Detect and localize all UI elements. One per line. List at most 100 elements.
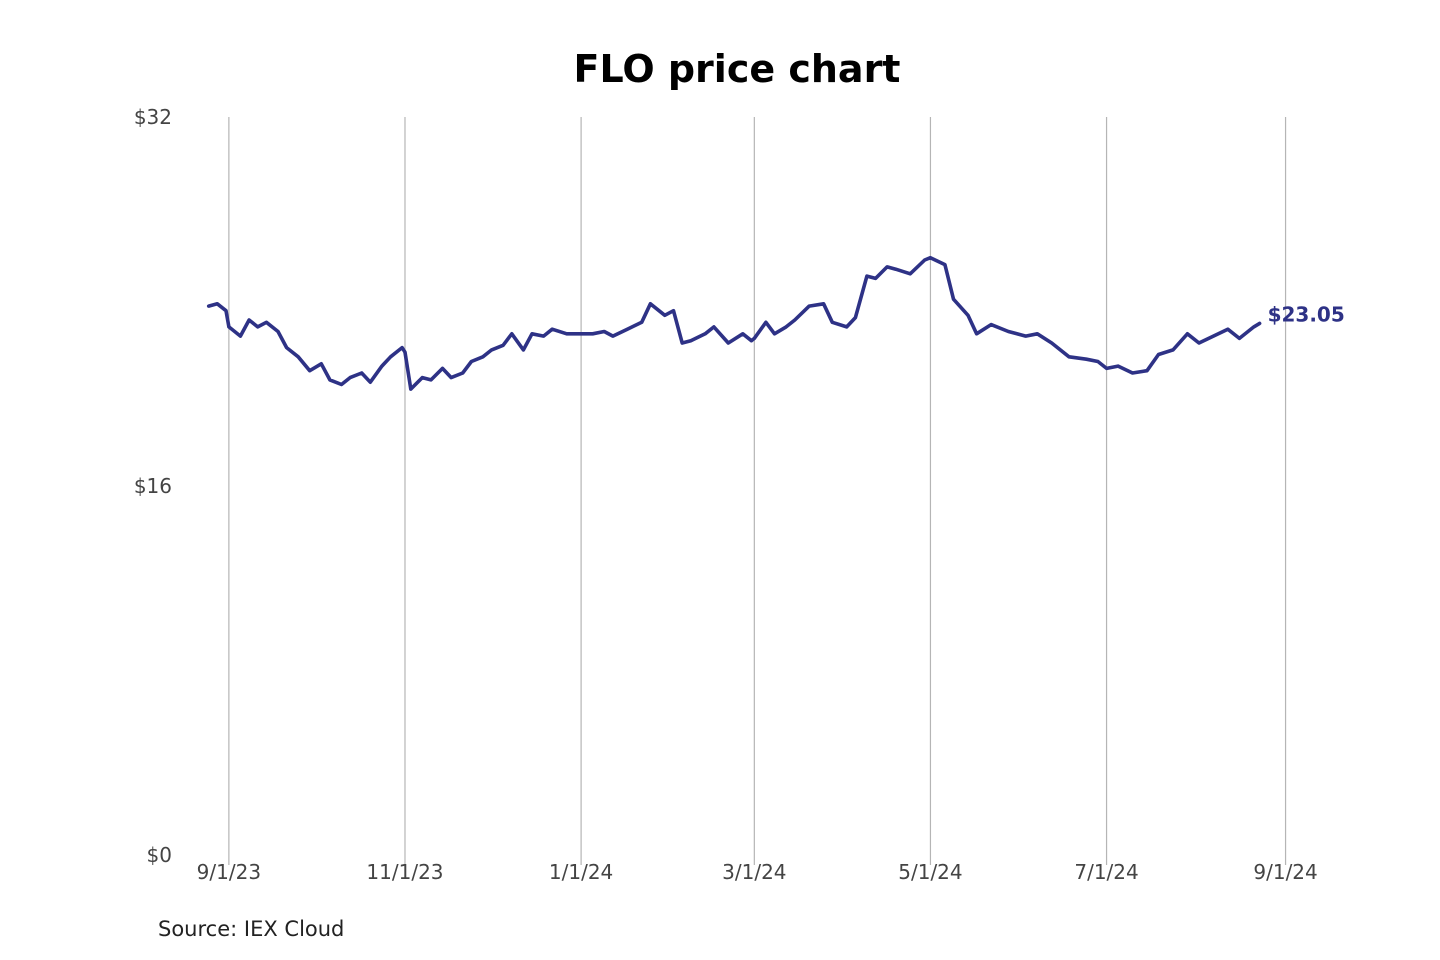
price-point	[420, 376, 424, 379]
price-point	[611, 334, 615, 338]
price-point	[923, 258, 927, 262]
price-point	[649, 302, 652, 306]
price-point	[510, 332, 514, 336]
price-point	[1252, 325, 1256, 329]
y-tick-label: $0	[147, 843, 172, 867]
price-point	[1105, 367, 1108, 370]
price-point	[943, 263, 947, 266]
price-point	[1258, 322, 1261, 325]
price-point	[1226, 327, 1230, 331]
x-tick-label: 9/1/23	[197, 860, 261, 884]
price-point	[591, 332, 595, 336]
price-point	[712, 325, 716, 329]
price-point	[389, 355, 392, 359]
price-point	[207, 304, 211, 308]
price-point	[247, 318, 251, 322]
price-point	[400, 346, 404, 349]
price-point	[854, 316, 857, 319]
price-point	[966, 313, 970, 317]
price-point	[885, 265, 889, 269]
price-point	[845, 325, 849, 329]
price-point	[239, 334, 242, 338]
price-point	[360, 371, 364, 375]
price-point	[807, 304, 811, 308]
price-point	[227, 325, 231, 329]
price-point	[1067, 355, 1071, 359]
price-point	[522, 348, 525, 352]
price-point	[1024, 334, 1028, 338]
price-point	[793, 318, 797, 322]
price-point	[784, 325, 788, 329]
price-point	[773, 332, 776, 336]
x-tick-label: 11/1/23	[366, 860, 443, 884]
price-point	[1131, 371, 1134, 375]
price-point	[625, 327, 629, 331]
price-point	[1212, 334, 1215, 338]
y-axis-ticks: $0 $16 $32	[134, 105, 172, 867]
price-point	[1157, 353, 1160, 356]
y-tick-label: $16	[134, 474, 172, 498]
price-point	[726, 341, 730, 345]
price-point	[328, 378, 332, 382]
price-point	[1238, 337, 1241, 340]
price-point	[1145, 369, 1149, 373]
price-point	[1050, 341, 1054, 345]
price-point	[908, 272, 912, 276]
price-point	[640, 320, 644, 324]
price-point	[663, 313, 667, 317]
x-tick-label: 7/1/24	[1074, 860, 1138, 884]
price-series-line	[206, 255, 1262, 391]
price-point	[308, 369, 312, 373]
price-point	[409, 387, 413, 391]
price-point	[319, 362, 323, 366]
price-point	[1007, 330, 1010, 333]
price-point	[368, 380, 372, 384]
price-point	[830, 320, 834, 324]
price-point	[822, 302, 825, 306]
price-point	[952, 297, 955, 301]
x-tick-label: 3/1/24	[722, 860, 786, 884]
source-note: Source: IEX Cloud	[158, 917, 345, 941]
price-point	[530, 332, 534, 336]
price-point	[602, 330, 606, 333]
price-point	[256, 325, 260, 329]
price-point	[764, 320, 768, 324]
price-point	[741, 332, 745, 336]
price-point	[689, 339, 693, 343]
price-point	[750, 339, 753, 343]
price-point	[224, 309, 228, 313]
price-point	[296, 355, 300, 359]
price-point	[470, 360, 473, 363]
price-point	[582, 332, 586, 336]
gridlines	[228, 117, 1287, 865]
price-point	[403, 350, 407, 354]
price-point	[894, 267, 898, 271]
price-point	[565, 332, 569, 336]
price-point	[348, 376, 352, 379]
price-point	[1186, 332, 1189, 336]
price-point	[1197, 341, 1201, 345]
price-point	[380, 364, 384, 368]
price-point	[429, 378, 433, 382]
price-point	[989, 323, 993, 326]
x-tick-label: 9/1/24	[1253, 860, 1317, 884]
price-point	[340, 383, 343, 386]
price-point	[215, 302, 219, 306]
x-tick-label: 1/1/24	[549, 860, 613, 884]
price-point	[276, 330, 280, 333]
price-point	[1171, 348, 1175, 352]
price-point	[441, 367, 444, 370]
x-tick-label: 5/1/24	[898, 860, 962, 884]
price-point	[542, 334, 545, 338]
price-point	[680, 341, 684, 345]
x-axis-ticks: 9/1/23 11/1/23 1/1/24 3/1/24 5/1/24 7/1/24 9/1…	[197, 860, 1318, 884]
price-point	[461, 371, 465, 375]
plot-area	[206, 255, 1262, 391]
price-point	[265, 320, 268, 324]
price-point	[501, 343, 505, 347]
price-point	[1035, 332, 1039, 336]
price-point	[1096, 360, 1100, 363]
price-point	[1116, 364, 1120, 368]
price-point	[865, 274, 869, 278]
